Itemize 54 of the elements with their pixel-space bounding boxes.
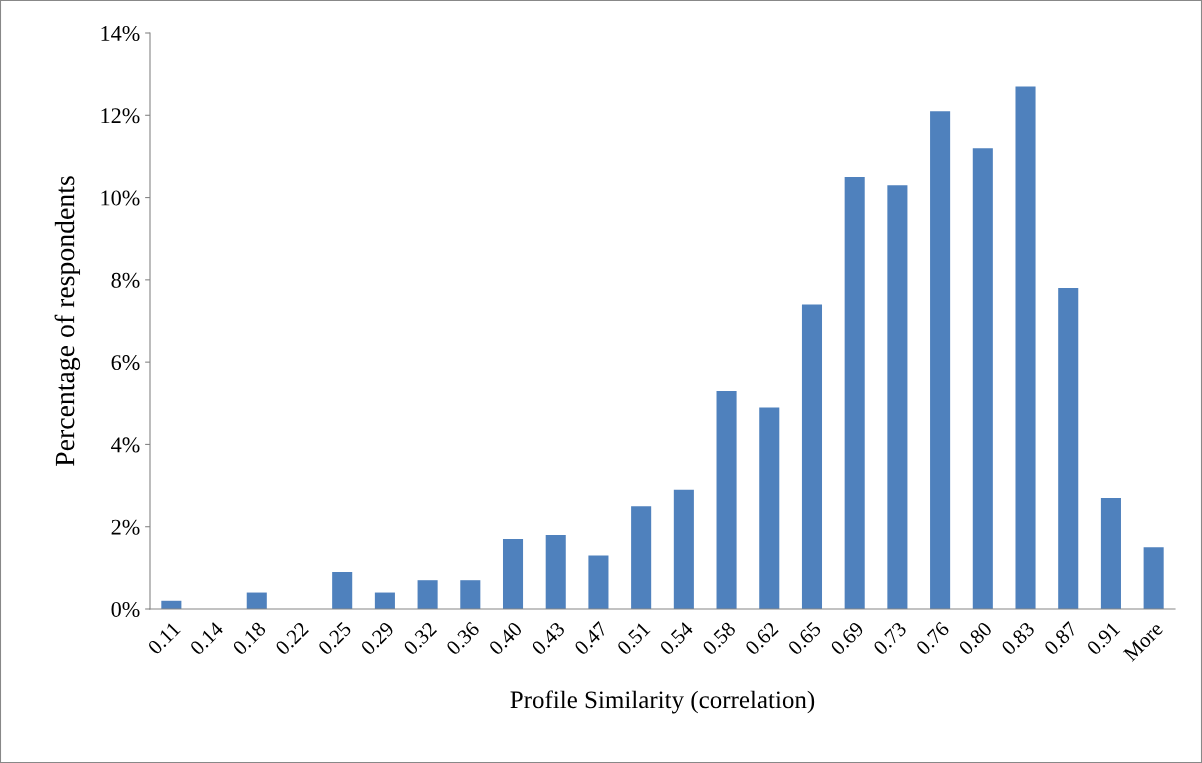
x-tick-label: 0.47 (573, 620, 609, 656)
bar (502, 539, 524, 609)
y-axis-title: Percentage of respondents (54, 176, 81, 466)
x-tick-label: 0.36 (445, 620, 481, 656)
bar (545, 534, 566, 609)
y-tick-label: 2% (111, 519, 140, 535)
x-tick-label: 0.65 (787, 621, 822, 656)
x-tick-label: 0.80 (958, 621, 993, 656)
x-tick-label: 0.25 (317, 621, 353, 656)
bar (332, 571, 353, 609)
bar (1058, 288, 1079, 609)
x-tick-label: 0.32 (402, 621, 438, 656)
bar (246, 592, 267, 609)
bar (759, 407, 780, 609)
bar (930, 111, 951, 609)
y-tick-label: 6% (111, 355, 140, 371)
x-tick-label: 0.87 (1043, 620, 1079, 656)
bar (1015, 86, 1036, 609)
bar (588, 555, 609, 609)
bar (460, 580, 481, 609)
x-tick-label: 0.83 (1000, 621, 1036, 656)
bar (1143, 547, 1164, 609)
x-tick-label: 0.43 (530, 621, 566, 656)
bar (716, 390, 737, 609)
x-tick-label: 0.14 (189, 620, 225, 656)
x-tick-label: 0.54 (659, 620, 695, 656)
x-tick-label: 0.69 (829, 621, 865, 656)
x-tick-label: 0.76 (915, 620, 951, 656)
x-tick-label: 0.91 (1086, 621, 1121, 656)
y-tick-label: 12% (101, 108, 140, 124)
y-tick-label: 10% (101, 190, 140, 206)
bar (972, 148, 993, 609)
bar (374, 592, 395, 609)
x-tick-label: 0.11 (147, 621, 181, 656)
bar (844, 177, 865, 609)
bar (887, 185, 908, 609)
x-tick-label: 0.29 (360, 621, 395, 656)
bar (631, 506, 652, 609)
x-tick-label: 0.40 (488, 621, 523, 656)
x-tick-label: 0.51 (616, 621, 651, 656)
x-axis-title: Profile Similarity (correlation) (510, 690, 815, 714)
bar (801, 304, 823, 609)
x-tick-label: 0.62 (744, 621, 779, 656)
x-tick-label: 0.73 (872, 621, 908, 656)
x-tick-label: 0.18 (231, 621, 267, 656)
y-tick-label: 8% (111, 272, 140, 288)
y-tick-label: 14% (101, 25, 140, 41)
bar (417, 580, 438, 609)
bar (1100, 497, 1121, 609)
y-tick-label: 0% (111, 601, 140, 617)
x-tick-label: 0.58 (701, 621, 737, 656)
y-tick-label: 4% (111, 437, 140, 453)
bar (673, 489, 694, 609)
x-tick-label: 0.22 (274, 621, 310, 656)
